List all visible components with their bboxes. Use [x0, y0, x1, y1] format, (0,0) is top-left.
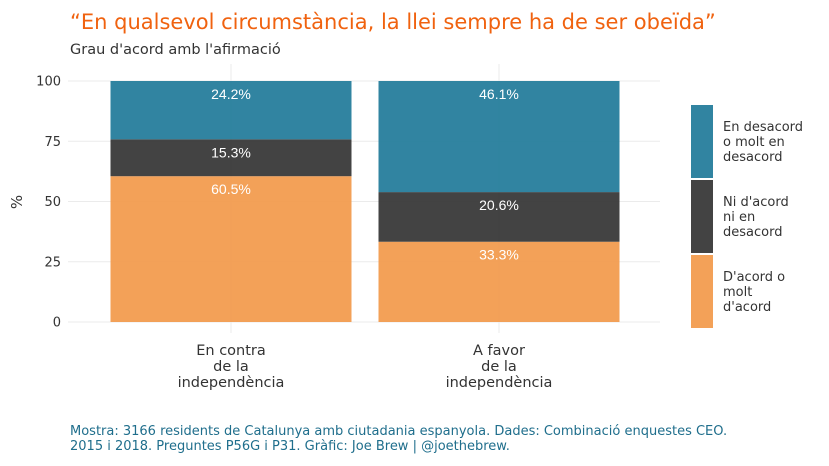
legend-label-line: D'acord o	[723, 270, 785, 285]
legend-label: En desacord o molt en desacord	[723, 120, 803, 165]
bar-value-label: 15.3%	[211, 144, 251, 160]
x-category-label-line: A favor	[473, 343, 525, 359]
chart-title: “En qualsevol circumstància, la llei sem…	[70, 10, 716, 34]
legend-key	[691, 255, 713, 328]
caption: Mostra: 3166 residents de Catalunya amb …	[70, 424, 727, 454]
y-tick-label: 100	[36, 75, 61, 90]
y-axis-label: %	[8, 195, 26, 209]
caption-text-line: Mostra: 3166 residents de Catalunya amb …	[70, 424, 727, 439]
y-tick-label: 75	[44, 135, 61, 150]
caption-text: Mostra: 3166 residents de Catalunya amb …	[70, 424, 727, 454]
y-tick-label: 50	[44, 195, 61, 210]
legend-label-line: desacord	[723, 150, 782, 165]
bar-value-label: 60.5%	[211, 181, 251, 197]
legend-label-line: o molt en	[723, 135, 785, 150]
legend-key	[691, 180, 713, 253]
legend-label-line: ni en	[723, 210, 755, 225]
legend-label-line: d'acord	[723, 300, 771, 315]
legend-key	[691, 105, 713, 178]
legend-label-line: En desacord	[723, 120, 803, 135]
bar-segment	[378, 241, 620, 322]
bars: 60.5% 15.3% 24.2% 33.3% 20.6% 46.1%	[110, 81, 620, 322]
chart-subtitle: Grau d'acord amb l'afirmació	[70, 42, 281, 58]
bar-segment	[110, 81, 352, 140]
bar-segment	[378, 192, 620, 242]
x-category-label-line: independència	[178, 375, 285, 391]
x-category-label-line: independència	[446, 375, 553, 391]
legend-label-line: desacord	[723, 225, 782, 240]
legend-label: D'acord o molt d'acord	[723, 270, 785, 315]
y-axis-ticks: 0 25 50 75 100	[36, 75, 61, 331]
legend-label: Ni d'acord ni en desacord	[723, 195, 789, 240]
bar-segment	[378, 81, 620, 193]
x-category-label-line: En contra	[196, 343, 266, 359]
bar-value-label: 24.2%	[211, 86, 251, 102]
caption-text-line: 2015 i 2018. Preguntes P56G i P31. Gràfi…	[70, 439, 510, 454]
legend-label-line: Ni d'acord	[723, 195, 789, 210]
legend-label-line: molt	[723, 285, 752, 300]
y-tick-label: 25	[44, 255, 61, 270]
x-category-label: En contra de la independència	[178, 343, 285, 391]
bar-segment	[110, 139, 352, 177]
x-category-label-line: de la	[481, 359, 517, 375]
bar-segment	[110, 176, 352, 322]
bar-value-label: 33.3%	[479, 247, 519, 263]
bar-value-label: 46.1%	[479, 86, 519, 102]
x-category-label: A favor de la independència	[446, 343, 553, 391]
bar-value-label: 20.6%	[479, 197, 519, 213]
y-tick-label: 0	[53, 316, 61, 331]
x-category-label-line: de la	[213, 359, 249, 375]
